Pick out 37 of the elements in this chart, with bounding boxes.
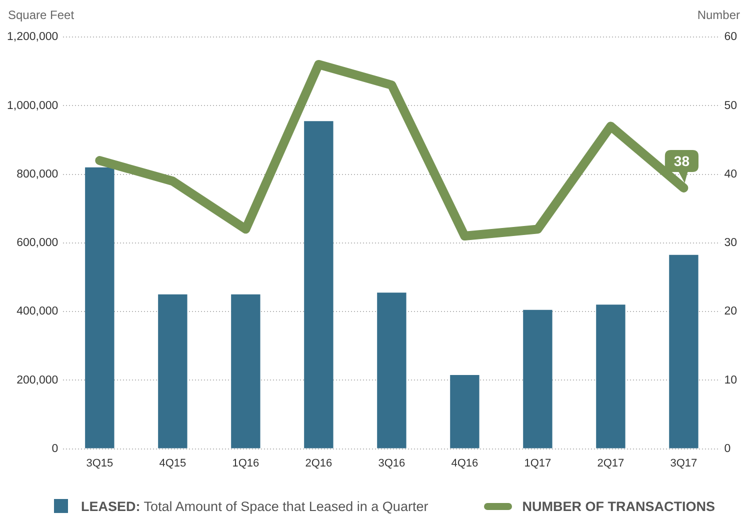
bar xyxy=(596,304,626,448)
y2-tick-label: 50 xyxy=(724,100,738,112)
x-tick-label: 1Q17 xyxy=(524,457,552,470)
y-tick-label: 1,200,000 xyxy=(6,31,58,44)
y-tick-label: 800,000 xyxy=(16,168,58,180)
bar xyxy=(523,310,552,448)
bar xyxy=(85,167,114,448)
y2-tick-label: 40 xyxy=(724,168,738,180)
y2-tick-label: 10 xyxy=(724,374,738,386)
bar xyxy=(377,292,406,448)
legend-label: NUMBER OF TRANSACTIONS xyxy=(522,498,715,514)
bar xyxy=(304,121,334,448)
y-axis-title: Square Feet xyxy=(8,8,75,22)
x-tick-label: 3Q16 xyxy=(378,457,406,470)
y-tick-label: 1,000,000 xyxy=(6,100,58,112)
y2-tick-label: 60 xyxy=(724,31,738,44)
x-tick-label: 2Q16 xyxy=(305,457,332,470)
bar xyxy=(158,294,188,448)
x-tick-label: 3Q17 xyxy=(670,457,698,470)
bar xyxy=(669,254,698,448)
legend-label: LEASED: Total Amount of Space that Leased in a Quarter xyxy=(81,498,428,514)
y-tick-label: 600,000 xyxy=(16,237,58,250)
data-label: 38 xyxy=(674,152,690,169)
x-tick-label: 2Q17 xyxy=(597,457,624,470)
x-tick-label: 3Q15 xyxy=(86,457,114,470)
bar xyxy=(450,375,480,448)
x-tick-label: 4Q15 xyxy=(159,457,186,470)
y2-tick-label: 0 xyxy=(724,442,731,455)
y2-axis-title: Number xyxy=(697,8,740,22)
y2-tick-label: 30 xyxy=(724,237,738,250)
x-tick-label: 4Q16 xyxy=(451,457,478,470)
y-tick-label: 400,000 xyxy=(16,306,58,318)
y2-tick-label: 20 xyxy=(724,306,738,318)
y-tick-label: 0 xyxy=(52,442,58,455)
bar xyxy=(231,294,260,448)
x-tick-label: 1Q16 xyxy=(232,457,260,470)
y-tick-label: 200,000 xyxy=(16,374,58,386)
